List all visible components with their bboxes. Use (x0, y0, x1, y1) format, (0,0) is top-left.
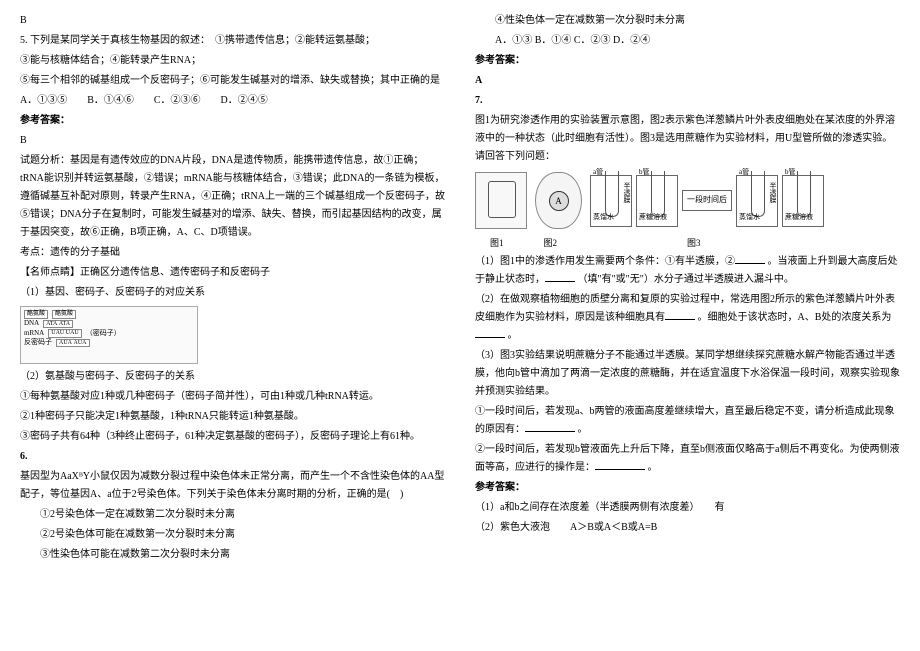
blank (665, 309, 695, 320)
tube-b1: b管 蔗糖溶液 (636, 175, 678, 227)
figure-3: a管 半透膜 蒸馏水 b管 蔗糖溶液 一段时间后 a管 半透膜 蒸馏水 (590, 175, 824, 227)
fig-label-3: 图3 (687, 235, 701, 251)
q6-opt4: ④性染色体一定在减数第一次分裂时未分离 (475, 12, 900, 30)
dna-diagram: 酪氨酸 酪氨酸 DNA ATA ATA mRNA UAU UAU （密码子） 反… (20, 306, 198, 364)
q7-ans2: （2）紫色大液泡 A＞B或A＜B或A=B (475, 519, 900, 537)
figure-1 (475, 172, 527, 229)
blank (545, 271, 575, 282)
dna-aa-2: 酪氨酸 (52, 310, 76, 319)
q7-ref-label: 参考答案： (475, 479, 900, 497)
q5-stem-2: ③能与核糖体结合；④能转录产生RNA； (20, 52, 445, 70)
dna-label-dna: DNA (24, 320, 39, 328)
q6-head: 6. (20, 448, 445, 466)
right-column: ④性染色体一定在减数第一次分裂时未分离 A．①③ B．①④ C．②③ D．②④ … (475, 10, 900, 566)
q5-tip1: （1）基因、密码子、反密码子的对应关系 (20, 284, 445, 302)
blank (735, 253, 765, 264)
q7-1: （1）图1中的渗透作用发生需要两个条件：①有半透膜，② 。当液面上升到最大高度后… (475, 253, 900, 289)
fig-label-2: 图2 (544, 235, 558, 251)
q6-ref-label: 参考答案： (475, 52, 900, 70)
q7-ans1: （1）a和b之间存在浓度差（半透膜两侧有浓度差） 有 (475, 499, 900, 517)
left-column: B 5. 下列是某同学关于真核生物基因的叙述： ①携带遗传信息；②能转运氨基酸；… (20, 10, 445, 566)
q7-3c: ②一段时间后，若发现b管液面先上升后下降，直至b侧液面仅略高于a侧后不再变化。为… (475, 441, 900, 477)
q5-stem-1: 5. 下列是某同学关于真核生物基因的叙述： ①携带遗传信息；②能转运氨基酸； (20, 32, 445, 50)
q7-3b: ①一段时间后，若发现a、b两管的液面高度差继续增大，直至最后稳定不变，请分析造成… (475, 403, 900, 439)
q5-tip: 【名师点睛】正确区分遗传信息、遗传密码子和反密码子 (20, 264, 445, 282)
q6-options: A．①③ B．①④ C．②③ D．②④ (475, 32, 900, 50)
q7-2: （2）在做观察植物细胞的质壁分离和复原的实验过程中，常选用图2所示的紫色洋葱鳞片… (475, 291, 900, 345)
blank (475, 327, 505, 338)
q5-explanation-2: 考点：遗传的分子基础 (20, 244, 445, 262)
q5-tip2a: （2）氨基酸与密码子、反密码子的关系 (20, 368, 445, 386)
q5-tip2b: ①每种氨基酸对应1种或几种密码子（密码子简并性），可由1种或几种tRNA转运。 (20, 388, 445, 406)
time-arrow: 一段时间后 (682, 190, 732, 210)
tube-a2: a管 半透膜 蒸馏水 (736, 175, 778, 227)
q6-opt1: ①2号染色体一定在减数第二次分裂时未分离 (20, 506, 445, 524)
q5-explanation-1: 试题分析：基因是有遗传效应的DNA片段，DNA是遗传物质，能携带遗传信息，故①正… (20, 152, 445, 242)
figure-labels: 图1 图2 图3 (490, 235, 900, 251)
blank (525, 421, 575, 432)
blank (595, 459, 645, 470)
dna-label-anticodon: 反密码子 (24, 339, 52, 347)
dna-label-mrna: mRNA (24, 330, 44, 338)
dna-aa-1: 酪氨酸 (24, 310, 48, 319)
q7-stem: 图1为研究渗透作用的实验装置示意图，图2表示紫色洋葱鳞片叶外表皮细胞处在某浓度的… (475, 112, 900, 166)
q6-opt3: ③性染色体可能在减数第二次分裂时未分离 (20, 546, 445, 564)
fig-label-1: 图1 (490, 235, 504, 251)
q5-tip2d: ③密码子共有64种（3种终止密码子，61种决定氨基酸的密码子），反密码子理论上有… (20, 428, 445, 446)
q5-ref-label: 参考答案： (20, 112, 445, 130)
q6-stem: 基因型为AaXᴮY小鼠仅因为减数分裂过程中染色体未正常分离，而产生一个不含性染色… (20, 468, 445, 504)
q5-answer: B (20, 132, 445, 150)
q7-head: 7. (475, 92, 900, 110)
q5-options: A．①③⑤ B．①④⑥ C．②③⑥ D．②④⑤ (20, 92, 445, 110)
q6-answer: A (475, 72, 900, 90)
tube-a1: a管 半透膜 蒸馏水 (590, 175, 632, 227)
q6-opt2: ②2号染色体可能在减数第一次分裂时未分离 (20, 526, 445, 544)
prev-answer: B (20, 12, 445, 30)
tube-b2: b管 蔗糖溶液 (782, 175, 824, 227)
q5-stem-3: ⑤每三个相邻的碱基组成一个反密码子；⑥可能发生碱基对的增添、缺失或替换；其中正确… (20, 72, 445, 90)
q5-tip2c: ②1种密码子只能决定1种氨基酸，1种tRNA只能转运1种氨基酸。 (20, 408, 445, 426)
figure-2 (535, 172, 582, 229)
figure-row: a管 半透膜 蒸馏水 b管 蔗糖溶液 一段时间后 a管 半透膜 蒸馏水 (475, 172, 900, 229)
q7-3a: （3）图3实验结果说明蔗糖分子不能通过半透膜。某同学想继续探究蔗糖水解产物能否通… (475, 347, 900, 401)
